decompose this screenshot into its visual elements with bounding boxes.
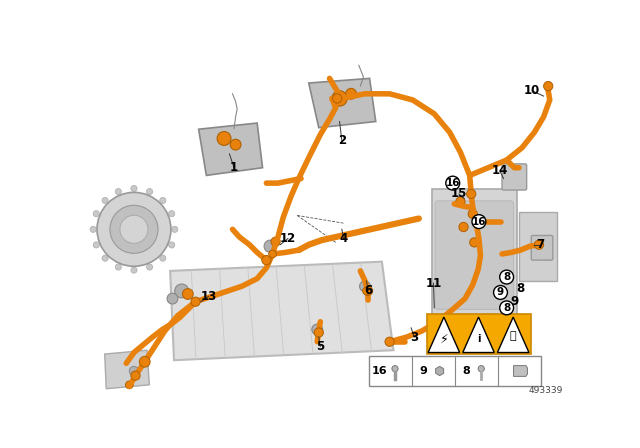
Circle shape	[262, 255, 271, 265]
Circle shape	[182, 289, 193, 299]
Polygon shape	[105, 350, 149, 389]
Circle shape	[468, 209, 477, 219]
Polygon shape	[170, 262, 394, 360]
Circle shape	[312, 324, 323, 335]
FancyBboxPatch shape	[502, 164, 527, 190]
Text: 1: 1	[230, 161, 238, 174]
Circle shape	[360, 281, 371, 292]
FancyBboxPatch shape	[369, 356, 541, 386]
Circle shape	[167, 293, 178, 304]
Circle shape	[363, 287, 371, 295]
Circle shape	[543, 82, 553, 91]
Circle shape	[175, 284, 189, 298]
Circle shape	[129, 366, 139, 375]
Circle shape	[392, 366, 398, 372]
Circle shape	[470, 238, 479, 247]
Circle shape	[269, 250, 276, 258]
FancyBboxPatch shape	[435, 201, 513, 310]
Polygon shape	[436, 366, 444, 375]
Polygon shape	[513, 366, 527, 376]
Circle shape	[493, 285, 508, 299]
Text: 11: 11	[426, 277, 442, 290]
Text: 16: 16	[472, 217, 486, 227]
Text: 16: 16	[372, 366, 387, 376]
Polygon shape	[308, 78, 376, 128]
Circle shape	[230, 139, 241, 150]
Text: 5: 5	[316, 340, 324, 353]
Polygon shape	[428, 317, 460, 353]
Circle shape	[125, 381, 133, 389]
Circle shape	[271, 237, 280, 246]
Circle shape	[120, 215, 148, 243]
Circle shape	[131, 371, 140, 380]
Text: i: i	[477, 334, 480, 344]
Circle shape	[102, 198, 108, 203]
Circle shape	[115, 264, 122, 270]
Circle shape	[217, 132, 231, 146]
Text: 12: 12	[280, 232, 296, 245]
Circle shape	[346, 88, 356, 99]
Polygon shape	[463, 317, 494, 353]
Text: 13: 13	[200, 290, 217, 303]
Circle shape	[314, 328, 323, 337]
Polygon shape	[519, 211, 557, 281]
Text: 7: 7	[536, 238, 545, 251]
Text: 9: 9	[497, 288, 504, 297]
Text: 16: 16	[445, 178, 460, 188]
Text: ✋: ✋	[510, 331, 516, 341]
FancyBboxPatch shape	[531, 236, 553, 260]
Circle shape	[191, 297, 200, 306]
Polygon shape	[432, 189, 516, 322]
Circle shape	[93, 211, 99, 217]
Text: ⚡: ⚡	[440, 332, 448, 345]
Text: 8: 8	[463, 366, 470, 376]
Text: 10: 10	[524, 84, 540, 97]
Circle shape	[478, 366, 484, 372]
Circle shape	[147, 264, 153, 270]
FancyBboxPatch shape	[427, 314, 531, 354]
Circle shape	[93, 242, 99, 248]
Circle shape	[264, 240, 276, 252]
Text: 2: 2	[338, 134, 346, 147]
Text: 8: 8	[503, 272, 510, 282]
Circle shape	[172, 226, 178, 233]
Circle shape	[131, 267, 137, 273]
Text: 493339: 493339	[529, 386, 563, 395]
Text: 6: 6	[364, 284, 372, 297]
Circle shape	[332, 91, 348, 106]
Circle shape	[500, 301, 513, 315]
Circle shape	[97, 192, 171, 266]
Circle shape	[147, 189, 153, 195]
Circle shape	[333, 94, 342, 103]
Text: 9: 9	[510, 295, 518, 308]
Circle shape	[364, 286, 372, 296]
Circle shape	[160, 198, 166, 203]
Text: 4: 4	[339, 232, 348, 245]
Text: 14: 14	[492, 164, 508, 177]
Circle shape	[446, 176, 460, 190]
Circle shape	[385, 337, 394, 346]
Circle shape	[472, 215, 486, 228]
Polygon shape	[497, 317, 529, 353]
Circle shape	[500, 270, 513, 284]
Text: 15: 15	[451, 187, 467, 200]
Circle shape	[168, 242, 175, 248]
Circle shape	[110, 205, 158, 254]
Polygon shape	[198, 123, 262, 176]
Text: 8: 8	[503, 303, 510, 313]
Circle shape	[456, 197, 465, 206]
Circle shape	[140, 356, 150, 367]
Circle shape	[90, 226, 96, 233]
Circle shape	[102, 255, 108, 261]
Circle shape	[131, 185, 137, 192]
Circle shape	[459, 222, 468, 232]
Circle shape	[115, 189, 122, 195]
Circle shape	[160, 255, 166, 261]
Text: 9: 9	[420, 366, 428, 376]
Circle shape	[534, 240, 543, 250]
Circle shape	[467, 189, 476, 198]
Circle shape	[168, 211, 175, 217]
Text: 3: 3	[410, 331, 419, 344]
Text: 8: 8	[516, 282, 525, 295]
